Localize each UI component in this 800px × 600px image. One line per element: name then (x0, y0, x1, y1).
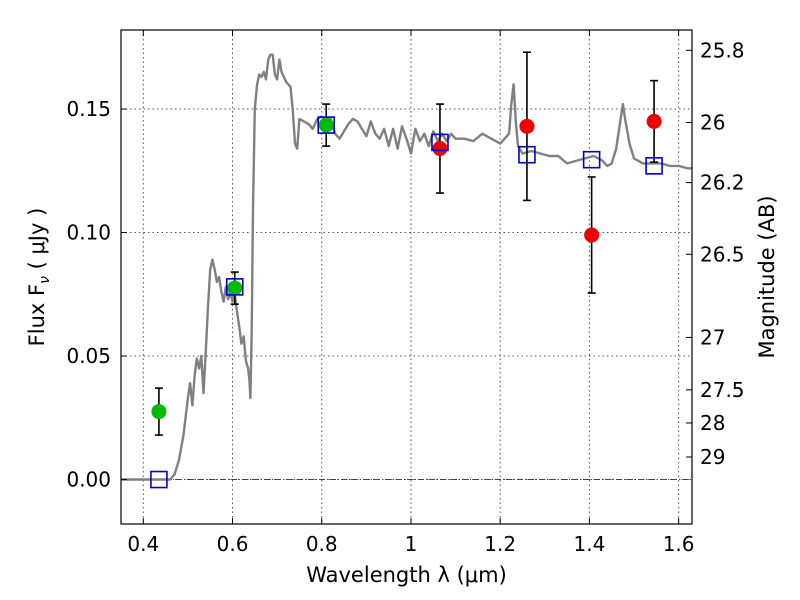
red-data-point (584, 227, 600, 243)
blue-model-square (645, 157, 663, 175)
y-tick-label: 0.10 (66, 221, 111, 245)
x-tick-label: 0.4 (127, 532, 159, 556)
y2-tick-label: 27.5 (700, 378, 745, 402)
y-axis-label-main: Flux F (25, 284, 49, 346)
blue-model-square (431, 133, 449, 152)
red-data-point (519, 118, 535, 134)
x-axis-label: Wavelength λ (μm) (306, 563, 507, 587)
marker-layer (150, 113, 663, 489)
blue-model-square (225, 278, 244, 296)
blue-model-square (582, 150, 601, 169)
blue-model-square (518, 145, 536, 164)
red-data-point (432, 141, 448, 157)
x-tick-label: 0.6 (217, 532, 249, 556)
x-tick-label: 1.4 (573, 532, 605, 556)
errorbar-layer (154, 51, 659, 436)
x-tick-label: 1.6 (663, 532, 695, 556)
model-spectrum-line (121, 53, 692, 481)
model-spectrum-layer (121, 53, 692, 481)
y2-tick-label: 26.5 (700, 242, 745, 266)
y2-tick-label: 26.2 (700, 171, 745, 195)
y-axis-label-subscript: ν (37, 276, 53, 284)
green-data-point (227, 280, 243, 296)
y2-tick-label: 29 (700, 445, 725, 469)
y2-tick-label: 25.8 (700, 38, 745, 62)
y-tick-label: 0.05 (66, 344, 111, 368)
y2-tick-label: 27 (700, 325, 725, 349)
blue-model-square (317, 116, 336, 134)
plot-frame (120, 29, 693, 525)
y-axis-label: Flux Fν ( μJy ) (25, 208, 53, 347)
green-data-point (318, 117, 334, 133)
tick-layer: 0.4 0.6 0.8 1 1.2 1.4 1.6 0.00 0.05 0.10 0.15 25.8 2… (66, 30, 745, 556)
y2-tick-label: 28 (700, 411, 725, 435)
grid-layer (121, 30, 692, 524)
x-tick-label: 0.8 (306, 532, 338, 556)
y-tick-label: 0.15 (66, 97, 111, 121)
y-axis-label-unit: ( μJy ) (25, 208, 49, 276)
green-data-point (151, 404, 167, 420)
red-data-point (646, 113, 662, 129)
y-tick-label: 0.00 (66, 468, 111, 492)
x-tick-label: 1.2 (484, 532, 516, 556)
y2-axis-label: Magnitude (AB) (755, 195, 779, 358)
blue-model-square (150, 470, 168, 489)
y2-tick-label: 26 (700, 111, 725, 135)
x-tick-label: 1 (405, 532, 418, 556)
